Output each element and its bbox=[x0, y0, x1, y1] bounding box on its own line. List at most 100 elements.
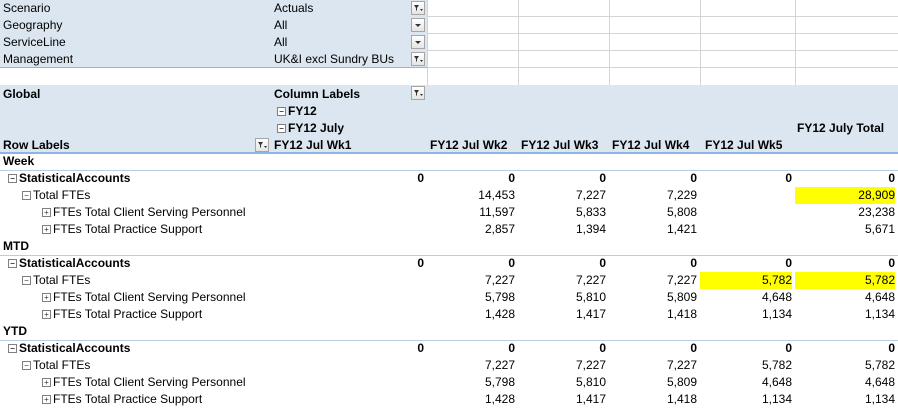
value-cell[interactable]: 0 bbox=[785, 256, 792, 270]
value-cell[interactable]: 0 bbox=[785, 171, 792, 185]
value-cell[interactable]: 5,782 bbox=[795, 272, 895, 289]
value-cell[interactable]: 5,808 bbox=[666, 205, 697, 219]
expand-icon[interactable]: + bbox=[42, 378, 51, 388]
value-cell[interactable]: 4,648 bbox=[864, 290, 895, 304]
value-cell[interactable] bbox=[274, 289, 424, 306]
value-cell[interactable]: 4,648 bbox=[864, 375, 895, 389]
value-cell[interactable] bbox=[274, 221, 424, 238]
value-cell[interactable]: 5,782 bbox=[700, 272, 792, 289]
value-cell[interactable]: 0 bbox=[508, 171, 515, 185]
value-cell[interactable]: 1,428 bbox=[484, 307, 515, 321]
collapse-icon[interactable]: − bbox=[8, 174, 17, 184]
value-cell[interactable]: 1,394 bbox=[575, 222, 606, 236]
chevron-down-icon[interactable] bbox=[411, 35, 425, 49]
filter-value-scenario[interactable]: Actuals bbox=[274, 1, 314, 15]
value-cell[interactable]: 5,671 bbox=[864, 222, 895, 236]
row-label[interactable]: − StatisticalAccounts bbox=[8, 340, 130, 357]
value-cell[interactable]: 5,810 bbox=[575, 375, 606, 389]
value-cell[interactable]: 7,227 bbox=[484, 358, 515, 372]
value-cell[interactable]: 5,798 bbox=[484, 375, 515, 389]
value-cell[interactable]: 5,809 bbox=[666, 290, 697, 304]
value-cell[interactable]: 7,227 bbox=[484, 273, 515, 287]
value-cell[interactable] bbox=[274, 391, 424, 408]
filter-dropdown-icon[interactable] bbox=[255, 138, 269, 152]
row-label[interactable]: − Total FTEs bbox=[22, 272, 90, 289]
value-cell[interactable]: 0 bbox=[599, 341, 606, 355]
value-cell[interactable] bbox=[274, 306, 424, 323]
chevron-down-icon[interactable] bbox=[411, 18, 425, 32]
value-cell[interactable]: 7,227 bbox=[575, 188, 606, 202]
value-cell[interactable]: 0 bbox=[417, 256, 424, 270]
row-label[interactable]: − Total FTEs bbox=[22, 357, 90, 374]
value-cell[interactable]: 7,227 bbox=[575, 273, 606, 287]
expand-icon[interactable]: + bbox=[42, 310, 51, 320]
filter-dropdown-icon[interactable] bbox=[411, 1, 425, 15]
value-cell[interactable]: 28,909 bbox=[795, 187, 895, 204]
value-cell[interactable] bbox=[700, 187, 792, 204]
value-cell[interactable]: 1,134 bbox=[864, 307, 895, 321]
value-cell[interactable]: 5,809 bbox=[666, 375, 697, 389]
value-cell[interactable]: 0 bbox=[417, 171, 424, 185]
collapse-icon[interactable]: − bbox=[22, 361, 31, 371]
value-cell[interactable]: 0 bbox=[417, 341, 424, 355]
value-cell[interactable] bbox=[274, 204, 424, 221]
row-label[interactable]: − Total FTEs bbox=[22, 187, 90, 204]
value-cell[interactable]: 0 bbox=[599, 171, 606, 185]
value-cell[interactable]: 7,227 bbox=[666, 273, 697, 287]
filter-dropdown-icon[interactable] bbox=[411, 52, 425, 66]
value-cell[interactable]: 1,417 bbox=[575, 307, 606, 321]
filter-value-geography[interactable]: All bbox=[274, 18, 288, 32]
value-cell[interactable]: 1,418 bbox=[666, 392, 697, 406]
row-label[interactable]: − StatisticalAccounts bbox=[8, 170, 130, 187]
expand-icon[interactable]: + bbox=[42, 208, 51, 218]
value-cell[interactable]: 0 bbox=[690, 171, 697, 185]
collapse-icon[interactable]: − bbox=[22, 191, 31, 201]
row-label[interactable]: − StatisticalAccounts bbox=[8, 255, 130, 272]
expand-icon[interactable]: + bbox=[42, 395, 51, 405]
value-cell[interactable]: 0 bbox=[690, 341, 697, 355]
value-cell[interactable]: 5,810 bbox=[575, 290, 606, 304]
expand-icon[interactable]: + bbox=[42, 293, 51, 303]
filter-value-serviceline[interactable]: All bbox=[274, 35, 288, 49]
value-cell[interactable]: 1,134 bbox=[864, 392, 895, 406]
value-cell[interactable]: 0 bbox=[599, 256, 606, 270]
value-cell[interactable]: 14,453 bbox=[478, 188, 515, 202]
month-group-header[interactable]: − FY12 July bbox=[277, 120, 344, 137]
expand-icon[interactable]: + bbox=[42, 225, 51, 235]
value-cell[interactable]: 2,857 bbox=[484, 222, 515, 236]
value-cell[interactable]: 7,229 bbox=[666, 188, 697, 202]
row-label[interactable]: + FTEs Total Client Serving Personnel bbox=[42, 204, 246, 221]
row-label[interactable]: + FTEs Total Client Serving Personnel bbox=[42, 289, 246, 306]
collapse-icon[interactable]: − bbox=[277, 124, 286, 134]
value-cell[interactable]: 0 bbox=[888, 256, 895, 270]
row-label[interactable]: + FTEs Total Practice Support bbox=[42, 306, 202, 323]
value-cell[interactable]: 4,648 bbox=[761, 290, 792, 304]
value-cell[interactable]: 11,597 bbox=[479, 205, 515, 219]
value-cell[interactable]: 0 bbox=[690, 256, 697, 270]
value-cell[interactable]: 1,417 bbox=[575, 392, 606, 406]
value-cell[interactable]: 5,798 bbox=[484, 290, 515, 304]
value-cell[interactable]: 1,418 bbox=[666, 307, 697, 321]
row-label[interactable]: + FTEs Total Client Serving Personnel bbox=[42, 374, 246, 391]
value-cell[interactable]: 23,238 bbox=[858, 205, 895, 219]
value-cell[interactable] bbox=[700, 204, 792, 221]
value-cell[interactable]: 5,833 bbox=[575, 205, 606, 219]
value-cell[interactable] bbox=[274, 357, 424, 374]
filter-value-management[interactable]: UK&I excl Sundry BUs bbox=[274, 52, 395, 66]
value-cell[interactable]: 1,134 bbox=[761, 307, 792, 321]
row-label[interactable]: + FTEs Total Practice Support bbox=[42, 391, 202, 408]
value-cell[interactable]: 1,428 bbox=[484, 392, 515, 406]
value-cell[interactable] bbox=[274, 272, 424, 289]
value-cell[interactable]: 7,227 bbox=[575, 358, 606, 372]
value-cell[interactable]: 0 bbox=[508, 256, 515, 270]
value-cell[interactable]: 1,421 bbox=[666, 222, 697, 236]
collapse-icon[interactable]: − bbox=[277, 107, 286, 117]
value-cell[interactable]: 0 bbox=[888, 341, 895, 355]
fy-group-header[interactable]: − FY12 bbox=[277, 103, 317, 120]
value-cell[interactable]: 0 bbox=[785, 341, 792, 355]
collapse-icon[interactable]: − bbox=[22, 276, 31, 286]
value-cell[interactable]: 5,782 bbox=[761, 358, 792, 372]
value-cell[interactable] bbox=[274, 187, 424, 204]
value-cell[interactable]: 0 bbox=[508, 341, 515, 355]
collapse-icon[interactable]: − bbox=[8, 344, 17, 354]
